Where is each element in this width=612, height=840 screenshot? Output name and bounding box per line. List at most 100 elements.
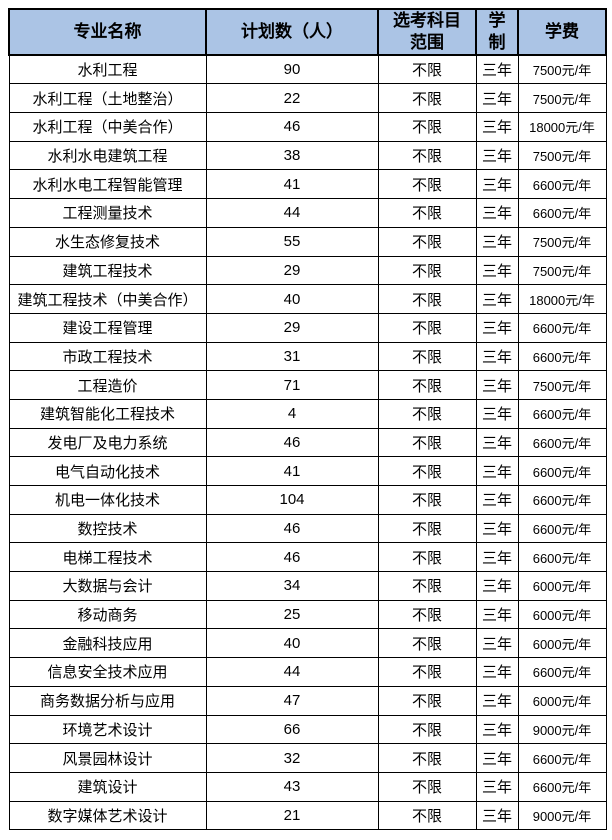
cell-subject-range: 不限 bbox=[377, 571, 477, 601]
cell-major-name: 水利工程 bbox=[8, 54, 207, 85]
cell-major-name: 商务数据分析与应用 bbox=[8, 685, 207, 716]
cell-duration: 三年 bbox=[475, 169, 519, 200]
cell-plan-count: 29 bbox=[205, 312, 379, 343]
cell-subject-range: 不限 bbox=[377, 140, 477, 171]
cell-tuition: 7500元/年 bbox=[517, 83, 607, 114]
cell-duration: 三年 bbox=[475, 312, 519, 343]
table-row: 建设工程管理 29 不限 三年 6600元/年 bbox=[8, 312, 607, 343]
cell-major-name: 电梯工程技术 bbox=[8, 542, 207, 573]
table-row: 工程测量技术 44 不限 三年 6600元/年 bbox=[8, 198, 607, 228]
cell-subject-range: 不限 bbox=[377, 112, 477, 142]
cell-duration: 三年 bbox=[475, 341, 519, 372]
cell-major-name: 信息安全技术应用 bbox=[8, 657, 207, 687]
header-major-name: 专业名称 bbox=[8, 7, 207, 57]
cell-major-name: 数控技术 bbox=[8, 513, 207, 544]
cell-major-name: 电气自动化技术 bbox=[8, 456, 207, 486]
cell-tuition: 6600元/年 bbox=[517, 456, 607, 486]
cell-plan-count: 46 bbox=[205, 427, 379, 458]
cell-plan-count: 47 bbox=[205, 685, 379, 716]
cell-subject-range: 不限 bbox=[377, 485, 477, 515]
cell-duration: 三年 bbox=[475, 370, 519, 400]
cell-duration: 三年 bbox=[475, 398, 519, 429]
enrollment-table: 专业名称 计划数（人） 选考科目 范围 学 制 学费 水利工程 90 不限 三年… bbox=[8, 7, 607, 831]
cell-subject-range: 不限 bbox=[377, 54, 477, 85]
cell-major-name: 建筑工程技术（中美合作） bbox=[8, 284, 207, 314]
cell-duration: 三年 bbox=[475, 771, 519, 802]
cell-plan-count: 25 bbox=[205, 599, 379, 630]
header-row: 专业名称 计划数（人） 选考科目 范围 学 制 学费 bbox=[8, 7, 607, 57]
table-row: 水利水电工程智能管理 41 不限 三年 6600元/年 bbox=[8, 169, 607, 200]
table-body: 水利工程 90 不限 三年 7500元/年 水利工程（土地整治） 22 不限 三… bbox=[8, 54, 607, 831]
cell-major-name: 工程造价 bbox=[8, 370, 207, 400]
cell-duration: 三年 bbox=[475, 800, 519, 831]
table-row: 电梯工程技术 46 不限 三年 6600元/年 bbox=[8, 542, 607, 573]
cell-plan-count: 31 bbox=[205, 341, 379, 372]
table-row: 水利工程（中美合作） 46 不限 三年 18000元/年 bbox=[8, 112, 607, 142]
cell-plan-count: 32 bbox=[205, 743, 379, 773]
cell-major-name: 建筑工程技术 bbox=[8, 255, 207, 286]
cell-subject-range: 不限 bbox=[377, 312, 477, 343]
table-row: 金融科技应用 40 不限 三年 6000元/年 bbox=[8, 628, 607, 659]
table-row: 建筑工程技术 29 不限 三年 7500元/年 bbox=[8, 255, 607, 286]
cell-plan-count: 44 bbox=[205, 198, 379, 228]
cell-duration: 三年 bbox=[475, 83, 519, 114]
cell-duration: 三年 bbox=[475, 657, 519, 687]
cell-plan-count: 40 bbox=[205, 628, 379, 659]
cell-tuition: 9000元/年 bbox=[517, 714, 607, 745]
cell-subject-range: 不限 bbox=[377, 628, 477, 659]
cell-major-name: 环境艺术设计 bbox=[8, 714, 207, 745]
cell-tuition: 6600元/年 bbox=[517, 169, 607, 200]
cell-plan-count: 44 bbox=[205, 657, 379, 687]
header-tuition: 学费 bbox=[517, 7, 607, 57]
cell-major-name: 移动商务 bbox=[8, 599, 207, 630]
cell-duration: 三年 bbox=[475, 284, 519, 314]
table-row: 工程造价 71 不限 三年 7500元/年 bbox=[8, 370, 607, 400]
cell-tuition: 6000元/年 bbox=[517, 628, 607, 659]
cell-duration: 三年 bbox=[475, 628, 519, 659]
cell-plan-count: 55 bbox=[205, 226, 379, 257]
cell-plan-count: 21 bbox=[205, 800, 379, 831]
cell-duration: 三年 bbox=[475, 255, 519, 286]
cell-plan-count: 22 bbox=[205, 83, 379, 114]
cell-subject-range: 不限 bbox=[377, 427, 477, 458]
cell-tuition: 6600元/年 bbox=[517, 485, 607, 515]
table-row: 电气自动化技术 41 不限 三年 6600元/年 bbox=[8, 456, 607, 486]
cell-plan-count: 38 bbox=[205, 140, 379, 171]
cell-tuition: 7500元/年 bbox=[517, 370, 607, 400]
cell-major-name: 建设工程管理 bbox=[8, 312, 207, 343]
cell-plan-count: 66 bbox=[205, 714, 379, 745]
cell-subject-range: 不限 bbox=[377, 542, 477, 573]
cell-tuition: 18000元/年 bbox=[517, 112, 607, 142]
cell-plan-count: 4 bbox=[205, 398, 379, 429]
cell-duration: 三年 bbox=[475, 427, 519, 458]
cell-subject-range: 不限 bbox=[377, 198, 477, 228]
table-row: 大数据与会计 34 不限 三年 6000元/年 bbox=[8, 571, 607, 601]
cell-duration: 三年 bbox=[475, 140, 519, 171]
cell-plan-count: 46 bbox=[205, 112, 379, 142]
cell-plan-count: 43 bbox=[205, 771, 379, 802]
cell-duration: 三年 bbox=[475, 513, 519, 544]
cell-subject-range: 不限 bbox=[377, 341, 477, 372]
cell-major-name: 工程测量技术 bbox=[8, 198, 207, 228]
cell-subject-range: 不限 bbox=[377, 226, 477, 257]
cell-duration: 三年 bbox=[475, 54, 519, 85]
table-row: 水生态修复技术 55 不限 三年 7500元/年 bbox=[8, 226, 607, 257]
cell-duration: 三年 bbox=[475, 198, 519, 228]
cell-tuition: 6000元/年 bbox=[517, 685, 607, 716]
cell-subject-range: 不限 bbox=[377, 284, 477, 314]
cell-tuition: 6600元/年 bbox=[517, 657, 607, 687]
cell-duration: 三年 bbox=[475, 485, 519, 515]
cell-duration: 三年 bbox=[475, 743, 519, 773]
cell-tuition: 7500元/年 bbox=[517, 54, 607, 85]
cell-tuition: 6600元/年 bbox=[517, 312, 607, 343]
header-subject-range: 选考科目 范围 bbox=[377, 7, 477, 57]
cell-tuition: 6600元/年 bbox=[517, 743, 607, 773]
cell-plan-count: 90 bbox=[205, 54, 379, 85]
table-row: 数控技术 46 不限 三年 6600元/年 bbox=[8, 513, 607, 544]
cell-tuition: 6600元/年 bbox=[517, 542, 607, 573]
cell-subject-range: 不限 bbox=[377, 800, 477, 831]
cell-major-name: 数字媒体艺术设计 bbox=[8, 800, 207, 831]
table-row: 信息安全技术应用 44 不限 三年 6600元/年 bbox=[8, 657, 607, 687]
cell-duration: 三年 bbox=[475, 542, 519, 573]
